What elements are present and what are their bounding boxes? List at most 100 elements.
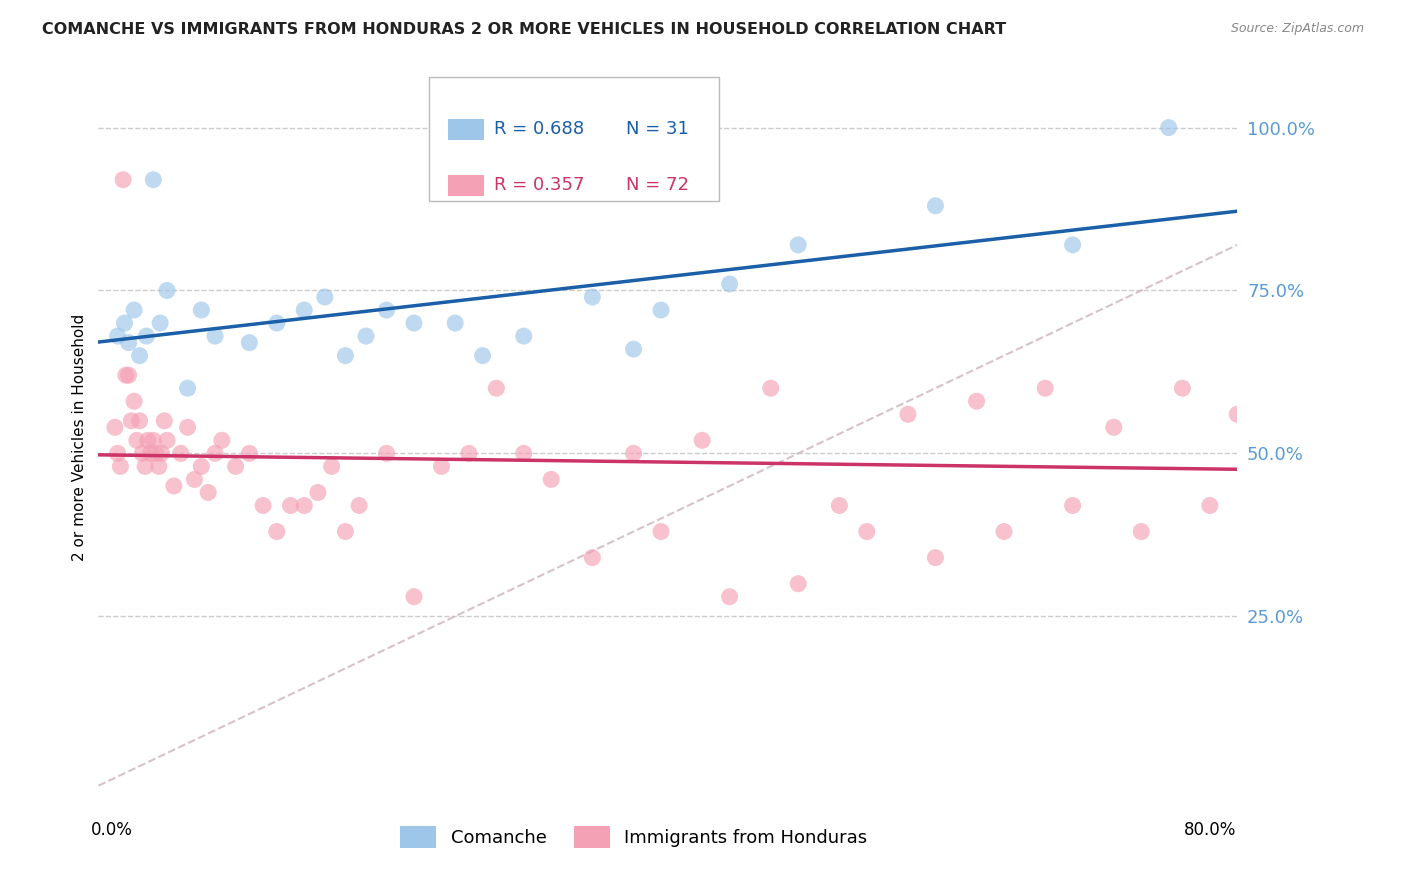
Point: [107, 446, 129, 460]
Point: [292, 499, 315, 513]
Point: [176, 381, 198, 395]
Point: [828, 499, 851, 513]
Point: [142, 172, 165, 186]
Point: [856, 524, 879, 539]
Point: [347, 499, 370, 513]
Text: N = 72: N = 72: [626, 177, 689, 194]
Point: [1130, 524, 1153, 539]
Point: [402, 316, 425, 330]
Point: [1157, 120, 1180, 135]
Point: [156, 434, 179, 448]
Point: [924, 550, 946, 565]
Point: [204, 329, 226, 343]
Legend: Comanche, Immigrants from Honduras: Comanche, Immigrants from Honduras: [392, 819, 875, 855]
Point: [135, 329, 157, 343]
Point: [104, 420, 127, 434]
Point: [321, 459, 343, 474]
Point: [1033, 381, 1056, 395]
Point: [1336, 485, 1358, 500]
Point: [1102, 420, 1125, 434]
Point: [787, 576, 810, 591]
Text: Source: ZipAtlas.com: Source: ZipAtlas.com: [1230, 22, 1364, 36]
Point: [513, 446, 536, 460]
Point: [402, 590, 425, 604]
FancyBboxPatch shape: [449, 175, 485, 196]
Point: [139, 446, 162, 460]
Point: [444, 316, 467, 330]
Point: [266, 524, 288, 539]
Point: [204, 446, 226, 460]
FancyBboxPatch shape: [449, 119, 485, 140]
Point: [149, 316, 172, 330]
Point: [759, 381, 782, 395]
Point: [117, 368, 139, 383]
Point: [690, 434, 713, 448]
Point: [650, 303, 672, 318]
Point: [485, 381, 508, 395]
Point: [1309, 368, 1331, 383]
Point: [163, 479, 186, 493]
Point: [375, 446, 398, 460]
Point: [1062, 499, 1084, 513]
Point: [430, 459, 453, 474]
Point: [718, 590, 741, 604]
Point: [335, 524, 357, 539]
Point: [142, 434, 165, 448]
Point: [335, 349, 357, 363]
Point: [1405, 472, 1406, 486]
Point: [128, 414, 150, 428]
Point: [112, 172, 135, 186]
Point: [238, 335, 260, 350]
Point: [107, 329, 129, 343]
Point: [581, 290, 603, 304]
Point: [238, 446, 260, 460]
Point: [153, 414, 176, 428]
Point: [513, 329, 536, 343]
Point: [581, 550, 603, 565]
Point: [623, 342, 645, 356]
Point: [145, 446, 167, 460]
Point: [225, 459, 247, 474]
FancyBboxPatch shape: [429, 78, 718, 201]
Point: [307, 485, 329, 500]
Y-axis label: 2 or more Vehicles in Household: 2 or more Vehicles in Household: [72, 313, 87, 561]
Point: [457, 446, 479, 460]
Point: [1198, 499, 1220, 513]
Point: [787, 238, 810, 252]
Point: [266, 316, 288, 330]
Point: [1171, 381, 1194, 395]
Text: COMANCHE VS IMMIGRANTS FROM HONDURAS 2 OR MORE VEHICLES IN HOUSEHOLD CORRELATION: COMANCHE VS IMMIGRANTS FROM HONDURAS 2 O…: [42, 22, 1007, 37]
Point: [1226, 407, 1249, 421]
Point: [252, 499, 274, 513]
Point: [190, 459, 212, 474]
Point: [1267, 511, 1289, 525]
Point: [1062, 238, 1084, 252]
Point: [122, 303, 145, 318]
Point: [170, 446, 193, 460]
Point: [718, 277, 741, 291]
Point: [176, 420, 198, 434]
Point: [540, 472, 562, 486]
Point: [117, 335, 139, 350]
Point: [924, 199, 946, 213]
Point: [471, 349, 494, 363]
Point: [134, 459, 156, 474]
Point: [314, 290, 336, 304]
Point: [150, 446, 173, 460]
Point: [156, 284, 179, 298]
Point: [115, 368, 138, 383]
Point: [292, 303, 315, 318]
Text: R = 0.357: R = 0.357: [494, 177, 583, 194]
Point: [148, 459, 170, 474]
Point: [128, 349, 150, 363]
Point: [280, 499, 302, 513]
Point: [993, 524, 1015, 539]
Point: [623, 446, 645, 460]
Point: [211, 434, 233, 448]
Point: [114, 316, 136, 330]
Point: [120, 414, 142, 428]
Point: [1376, 407, 1399, 421]
Point: [354, 329, 377, 343]
Text: R = 0.688: R = 0.688: [494, 120, 583, 138]
Point: [183, 472, 205, 486]
